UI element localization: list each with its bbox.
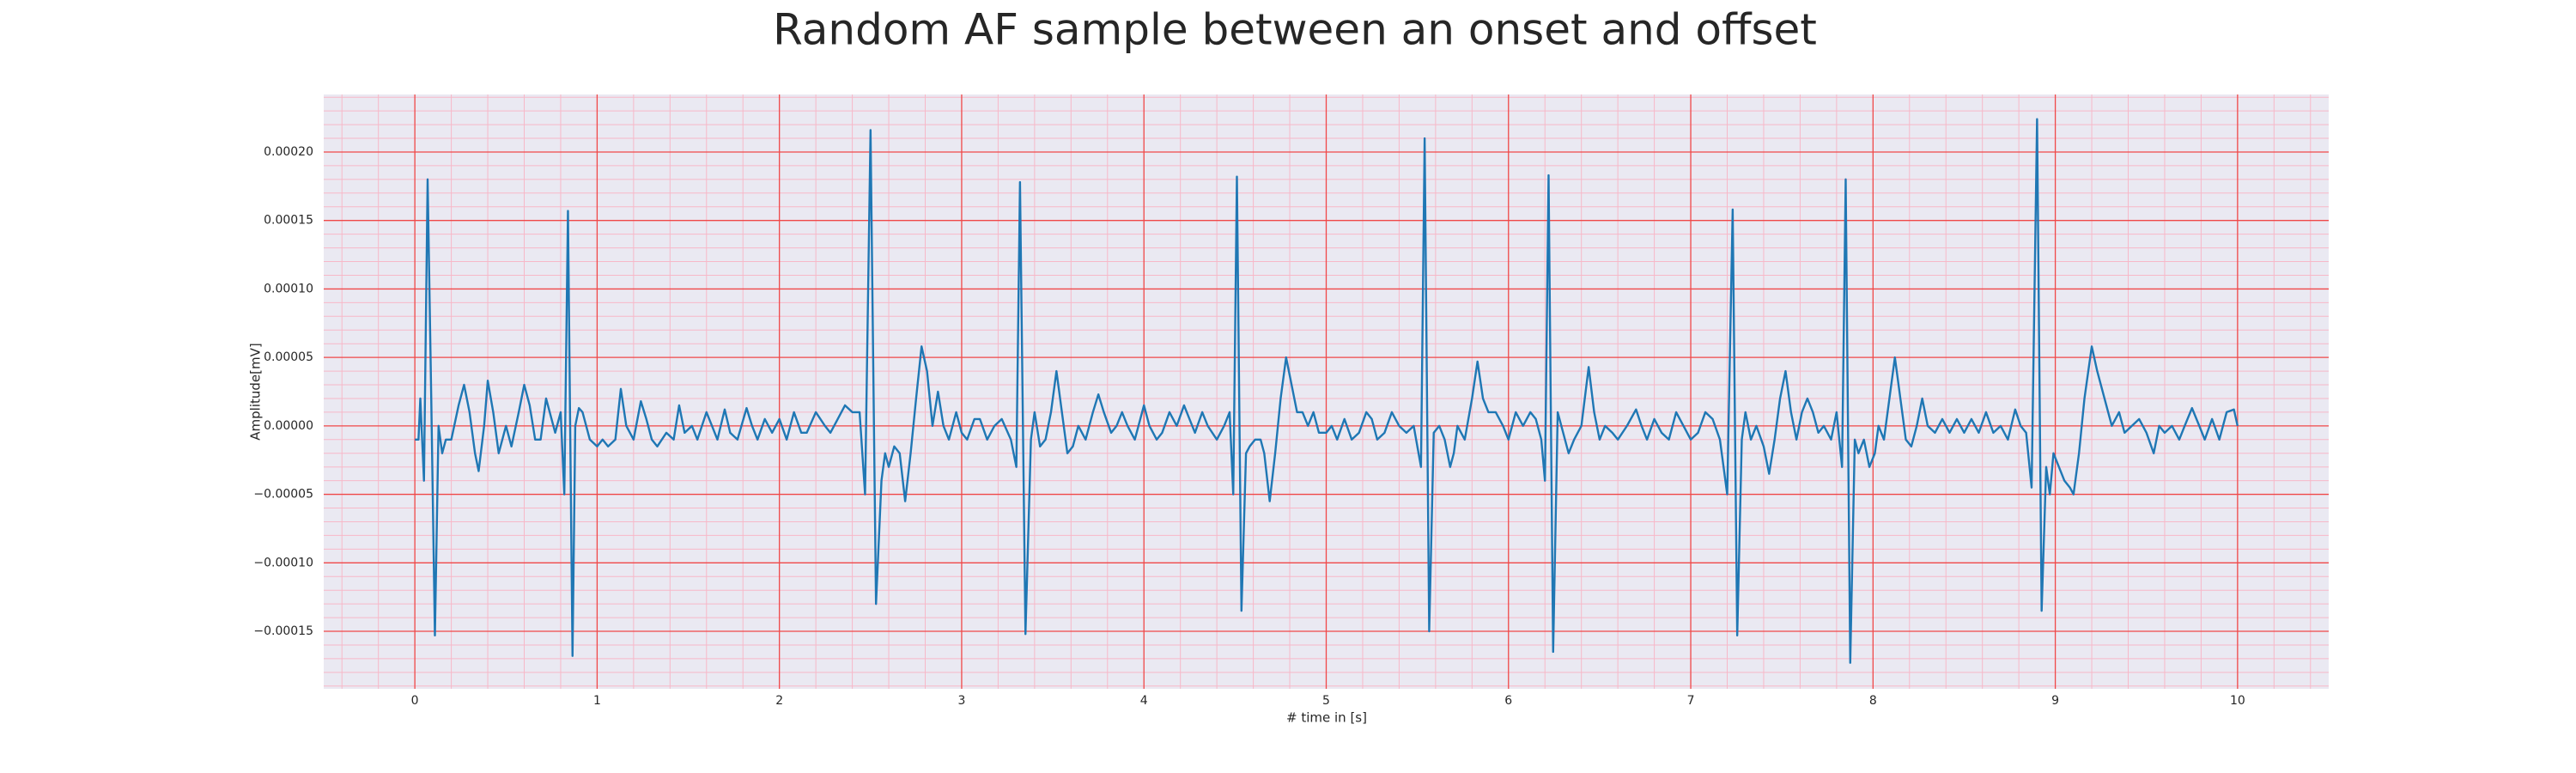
x-tick-label: 9 bbox=[2051, 694, 2059, 708]
y-tick-label: 0.00005 bbox=[264, 350, 313, 364]
marks bbox=[415, 118, 2239, 664]
y-tick-label: −0.00010 bbox=[253, 556, 313, 569]
x-tick-label: 8 bbox=[1869, 694, 1877, 708]
x-tick-label: 0 bbox=[411, 694, 419, 708]
y-tick-label: 0.00015 bbox=[264, 214, 313, 228]
x-tick-label: 4 bbox=[1140, 694, 1148, 708]
y-tick-label: 0.00000 bbox=[264, 419, 313, 433]
y-axis-label: Amplitude[mV] bbox=[248, 343, 264, 440]
y-tick-label: −0.00015 bbox=[253, 624, 313, 638]
x-tick-label: 6 bbox=[1504, 694, 1512, 708]
x-tick-label: 5 bbox=[1322, 694, 1330, 708]
y-tick-label: 0.00020 bbox=[264, 145, 313, 159]
grid bbox=[324, 94, 2329, 689]
signal-line bbox=[415, 118, 2239, 664]
x-tick-label: 2 bbox=[775, 694, 783, 708]
x-tick-label: 7 bbox=[1687, 694, 1695, 708]
x-tick-label: 3 bbox=[957, 694, 965, 708]
y-tick-label: 0.00010 bbox=[264, 282, 313, 295]
y-tick-label: −0.00005 bbox=[253, 488, 313, 502]
chart-title: Random AF sample between an onset and of… bbox=[773, 5, 1817, 55]
x-tick-label: 1 bbox=[593, 694, 601, 708]
labels: 0 1 2 3 4 5 6 7 8 9 10 −0.00015 −0.00010 −0.00005 0.00… bbox=[253, 145, 2245, 708]
x-tick-label: 10 bbox=[2230, 694, 2245, 708]
x-axis-label: # time in [s] bbox=[1286, 710, 1367, 726]
